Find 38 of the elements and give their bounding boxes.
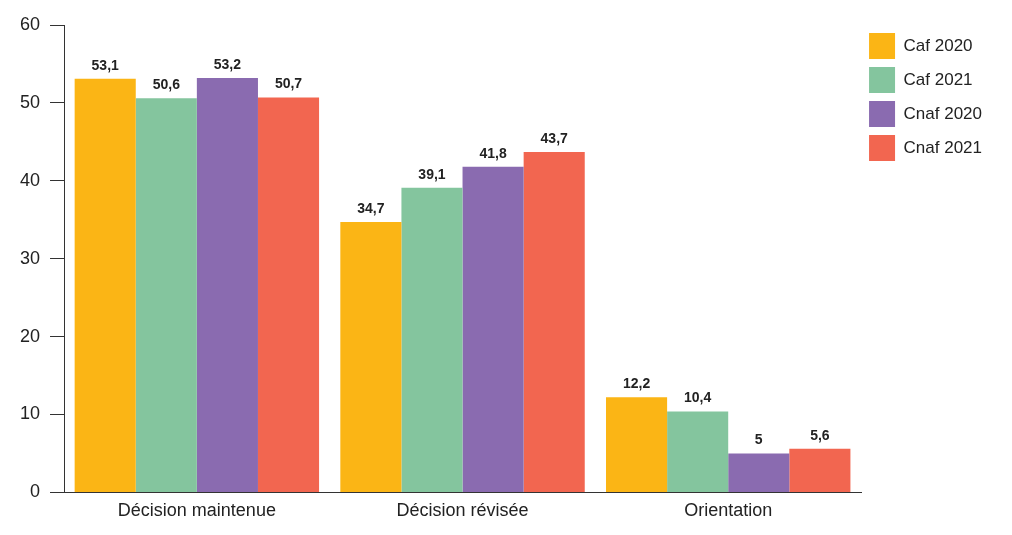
bar (462, 166, 524, 492)
data-label: 53,1 (91, 56, 120, 73)
y-tick-label: 50 (19, 91, 41, 112)
x-tick-label: Décision maintenue (117, 500, 276, 521)
y-tick-label: 20 (19, 325, 41, 346)
bar (196, 77, 258, 492)
bar (74, 78, 136, 492)
bar (257, 97, 320, 492)
bar (728, 453, 790, 492)
bar (606, 397, 668, 492)
x-tick-label: Orientation (684, 500, 773, 521)
data-label: 5 (754, 431, 763, 448)
x-tick-label: Décision révisée (396, 500, 529, 521)
data-label: 53,2 (213, 55, 242, 72)
y-tick-label: 0 (30, 481, 41, 502)
y-tick-label: 30 (19, 247, 41, 268)
y-tick-label: 40 (19, 169, 41, 190)
data-label: 34,7 (357, 199, 385, 216)
y-tick-label: 10 (19, 403, 41, 424)
legend-label: Caf 2021 (903, 69, 973, 89)
legend-label: Cnaf 2020 (903, 103, 982, 123)
bar (135, 98, 197, 492)
data-label: 43,7 (540, 129, 569, 146)
data-label: 5,6 (810, 426, 830, 443)
bar (667, 411, 729, 492)
data-label: 41,8 (479, 144, 507, 161)
data-label: 50,6 (152, 76, 181, 93)
data-label: 39,1 (418, 165, 446, 182)
bar (401, 187, 463, 492)
y-tick-label: 60 (19, 13, 41, 34)
bar (789, 448, 851, 492)
legend-label: Caf 2020 (903, 35, 973, 55)
data-label: 50,7 (274, 75, 303, 92)
bar (523, 151, 585, 492)
data-label: 12,2 (622, 375, 651, 392)
data-label: 10,4 (684, 389, 712, 406)
bar (340, 222, 402, 492)
legend-label: Cnaf 2021 (903, 137, 982, 157)
